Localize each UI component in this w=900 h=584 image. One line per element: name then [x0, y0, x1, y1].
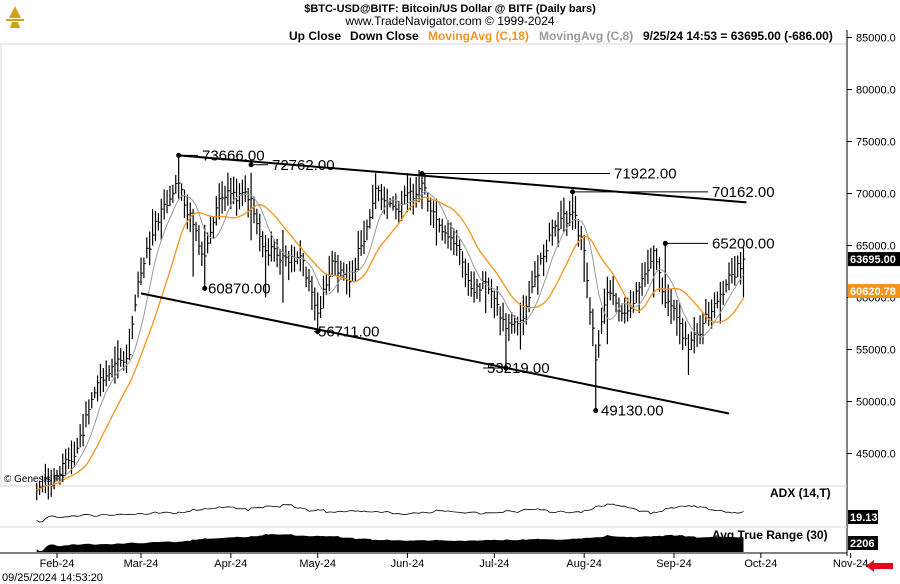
atr-label: Avg True Range (30): [712, 528, 828, 542]
trendline-lower: [140, 292, 730, 415]
atr-area: [36, 534, 744, 552]
legend-last-quote: 9/25/24 14:53 = 63695.00 (-686.00): [643, 29, 833, 43]
adx-line: [36, 503, 744, 523]
annotation-label: 71922.00: [614, 166, 677, 183]
source-url: www.TradeNavigator.com © 1999-2024: [344, 14, 554, 28]
price-bars: [36, 155, 746, 501]
annotation-label: 65200.00: [712, 235, 775, 252]
copyright: © Genesis FT: [4, 474, 66, 485]
legend-up-close: Up Close: [289, 29, 341, 43]
y-tick-label: 70000.0: [856, 189, 896, 201]
y-tick-label: 75000.0: [856, 137, 896, 149]
adx-value-tag: [848, 510, 878, 524]
price-tag: [848, 252, 900, 267]
adx-label: ADX (14,T): [770, 486, 831, 500]
y-tick-label: 45000.0: [856, 449, 896, 461]
x-tick-label: Sep-24: [656, 558, 691, 570]
price-annotations: 73666.00 72762.00 71922.00 70162.00 65200.00…: [176, 147, 775, 420]
x-tick-label: Jun-24: [391, 558, 425, 570]
plot-frame: [0, 43, 848, 487]
y-axis-ticks: 85000.080000.075000.070000.065000.060000…: [847, 33, 896, 461]
price-tag-label: 60620.78: [850, 286, 896, 298]
legend-down-close: Down Close: [350, 29, 419, 43]
logo-icon: [2, 4, 28, 30]
x-tick-label: Jul-24: [479, 558, 509, 570]
annotation-label: 73666.00: [202, 147, 265, 164]
adx-value: 19.13: [850, 512, 878, 524]
legend-ma18: MovingAvg (C,18): [428, 29, 529, 43]
annotation-label: 72762.00: [272, 157, 335, 174]
x-tick-label: May-24: [299, 558, 336, 570]
price-tag: [848, 284, 900, 299]
annotation-label: 70162.00: [712, 184, 775, 201]
x-tick-label: Aug-24: [566, 558, 601, 570]
y-tick-label: 65000.0: [856, 241, 896, 253]
ma18-line: [36, 196, 745, 491]
y-tick-label: 55000.0: [856, 345, 896, 357]
y-tick-label: 80000.0: [856, 85, 896, 97]
footer-timestamp: 09/25/2024 14:53:20: [2, 572, 103, 584]
scroll-right-arrow-icon[interactable]: [866, 560, 893, 572]
legend-ma8: MovingAvg (C,8): [539, 29, 633, 43]
annotation-label: 49130.00: [601, 403, 664, 420]
chart-title: $BTC-USD@BITF: Bitcoin/US Dollar @ BITF …: [304, 3, 596, 15]
annotation-label: 60870.00: [208, 280, 271, 297]
annotation-label: 56711.00: [318, 324, 379, 341]
trendline-upper: [178, 154, 747, 204]
x-tick-label: Nov-24: [833, 558, 868, 570]
x-tick-label: Mar-24: [124, 558, 159, 570]
atr-value-tag: [848, 536, 878, 550]
x-tick-label: Apr-24: [214, 558, 247, 570]
atr-value: 2206: [850, 538, 874, 550]
x-tick-label: Oct-24: [744, 558, 777, 570]
ma8-line: [36, 190, 744, 491]
y-tick-label: 85000.0: [856, 33, 896, 45]
x-tick-label: Feb-24: [40, 558, 75, 570]
y-tick-label: 50000.0: [856, 397, 896, 409]
price-tags: 63695.00 60620.78: [848, 252, 900, 299]
trendlines: [140, 154, 747, 415]
x-axis-ticks: Feb-24 Mar-24 Apr-24 May-24 Jun-24 Jul-24 Aug-…: [40, 553, 868, 570]
price-tag-label: 63695.00: [850, 254, 896, 266]
annotation-label: 53219.00: [487, 360, 550, 377]
